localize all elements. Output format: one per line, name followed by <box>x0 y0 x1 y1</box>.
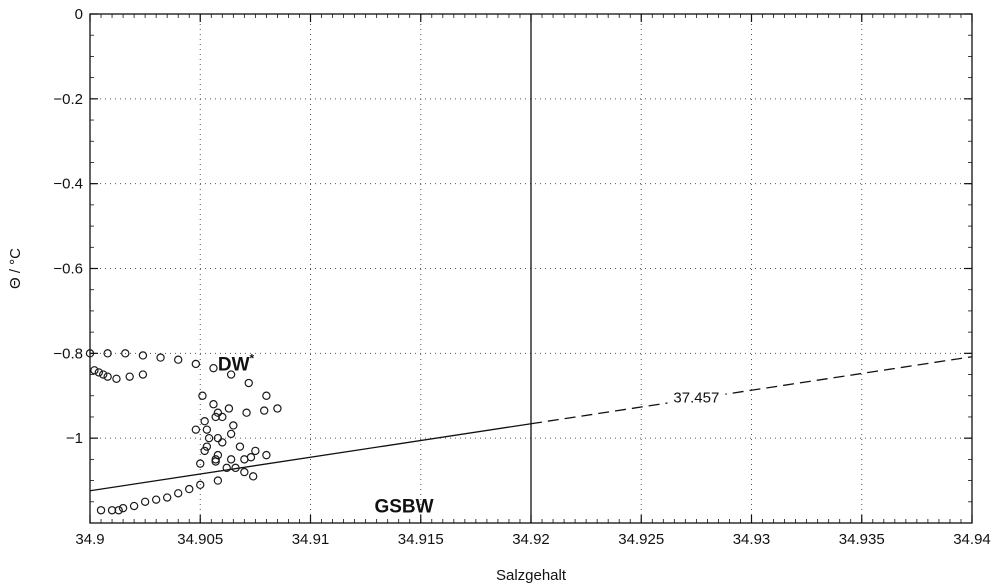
data-point <box>204 433 214 443</box>
data-point <box>94 368 104 377</box>
x-tick-label: 34.935 <box>839 531 885 548</box>
data-point <box>196 480 205 490</box>
data-point <box>202 442 212 451</box>
data-point <box>138 351 148 360</box>
x-tick-label: 34.91 <box>292 531 330 548</box>
data-point <box>218 412 227 422</box>
x-tick-label: 34.925 <box>618 531 664 548</box>
x-tick-label: 34.905 <box>177 531 223 548</box>
y-tick-label: −1 <box>66 430 83 447</box>
mixing-line-label: 37.457 <box>673 390 719 407</box>
mixing-line-label-bg <box>667 387 726 406</box>
data-point <box>185 484 194 494</box>
data-point <box>251 446 260 456</box>
annotation-gsbw: GSBW <box>374 496 433 517</box>
data-point <box>229 421 238 430</box>
data-point <box>209 363 218 373</box>
data-point <box>240 455 249 464</box>
data-point <box>173 489 183 498</box>
mixing-line-dashed <box>530 356 973 425</box>
data-point <box>129 501 139 511</box>
x-tick-label: 34.9 <box>75 531 104 548</box>
data-point <box>211 455 220 464</box>
data-point <box>259 406 269 415</box>
data-point <box>191 359 201 369</box>
data-point <box>103 349 112 358</box>
data-point <box>222 463 231 473</box>
data-point <box>226 455 236 464</box>
data-point <box>173 355 183 364</box>
data-point <box>200 446 209 456</box>
data-point <box>262 450 271 460</box>
x-tick-label: 34.92 <box>512 531 550 548</box>
data-point <box>99 370 108 379</box>
y-tick-label: −0.4 <box>53 176 83 193</box>
data-point <box>125 372 134 381</box>
data-point <box>218 438 227 447</box>
data-point <box>107 506 117 515</box>
data-point <box>231 463 240 473</box>
x-tick-label: 34.915 <box>398 531 444 548</box>
y-tick-label: 0 <box>75 6 83 23</box>
x-axis-label: Salzgehalt <box>496 567 567 584</box>
data-point <box>191 425 201 434</box>
annotation-superscript: * <box>250 351 255 365</box>
data-point <box>112 374 121 383</box>
data-point <box>209 400 218 409</box>
data-point <box>224 404 234 413</box>
data-point <box>121 349 130 358</box>
data-point <box>90 366 99 375</box>
tick-labels: 34.9 34.905 34.91 34.915 34.92 34.925 34.93 34.… <box>53 6 990 548</box>
x-tick-label: 34.93 <box>733 531 771 548</box>
data-point <box>273 404 282 413</box>
data-point <box>200 417 209 426</box>
data-point <box>96 506 106 515</box>
data-point <box>235 442 245 451</box>
data-points <box>85 349 282 515</box>
data-point <box>213 476 223 485</box>
y-tick-label: −0.6 <box>53 261 83 278</box>
data-point <box>118 503 128 513</box>
data-point <box>248 472 258 481</box>
data-point <box>103 372 112 381</box>
data-point <box>262 391 271 400</box>
data-point <box>140 497 150 506</box>
x-tick-label: 34.94 <box>953 531 991 548</box>
mixing-line-solid <box>89 423 532 492</box>
data-point <box>202 425 212 434</box>
reference-lines <box>89 14 973 523</box>
axis-ticks <box>89 13 973 524</box>
data-point <box>244 378 253 388</box>
data-point <box>213 450 223 460</box>
data-point <box>151 495 161 504</box>
annotation-dw: DW* <box>218 351 255 375</box>
data-point <box>213 408 223 417</box>
data-point <box>156 353 165 362</box>
data-point <box>240 467 249 477</box>
y-axis-label: Θ / °C <box>7 248 24 289</box>
data-point <box>226 370 236 379</box>
y-tick-label: −0.2 <box>53 91 83 108</box>
data-point <box>162 493 172 502</box>
data-point <box>138 370 148 379</box>
data-point <box>242 408 251 417</box>
annotations: 37.457 DW* GSBW <box>218 351 726 517</box>
data-point <box>198 391 207 400</box>
data-point <box>196 459 205 468</box>
y-tick-label: −0.8 <box>53 345 83 362</box>
data-point <box>213 433 223 443</box>
data-point <box>226 429 236 439</box>
